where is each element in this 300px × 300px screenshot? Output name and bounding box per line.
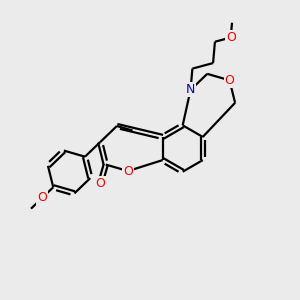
Text: O: O — [95, 177, 105, 190]
Text: O: O — [37, 191, 47, 205]
Text: O: O — [123, 164, 133, 178]
Text: O: O — [225, 74, 235, 87]
Text: N: N — [186, 83, 195, 96]
Text: O: O — [226, 31, 236, 44]
